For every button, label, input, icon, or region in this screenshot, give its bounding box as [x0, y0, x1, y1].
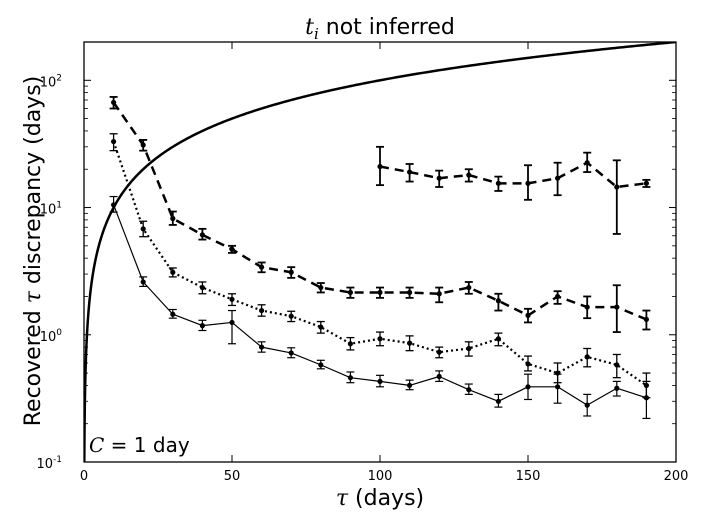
data-point: [199, 232, 205, 238]
data-point: [229, 296, 235, 302]
series-dashed: [109, 96, 651, 333]
data-layer: [84, 42, 676, 462]
data-point: [436, 373, 442, 380]
x-tick-label: 50: [224, 469, 241, 484]
y-axis-label: Recovered τ discrepancy (days): [21, 76, 46, 427]
series-solid: [109, 195, 651, 420]
data-point: [643, 316, 650, 323]
data-point: [318, 324, 324, 330]
x-tick-label: 200: [664, 469, 689, 484]
data-point: [377, 336, 383, 342]
data-point: [407, 340, 413, 346]
series-dashed-upper: [376, 145, 651, 235]
data-point: [140, 226, 146, 232]
reference-curve: [84, 42, 676, 462]
data-point: [614, 304, 620, 310]
data-point: [347, 289, 353, 296]
data-point: [436, 349, 442, 355]
data-point: [436, 291, 442, 297]
data-point: [584, 354, 590, 360]
data-point: [555, 175, 561, 181]
data-point: [347, 341, 353, 347]
series-dotted: [109, 133, 651, 399]
y-tick-label: 101: [40, 201, 62, 218]
data-point: [111, 99, 117, 106]
data-point: [525, 361, 531, 367]
data-point: [436, 175, 442, 181]
data-point: [614, 184, 620, 190]
data-point: [555, 384, 561, 390]
series-line: [379, 161, 647, 189]
y-tick-label: 102: [40, 73, 62, 90]
data-point: [347, 375, 353, 381]
data-point: [614, 385, 620, 391]
data-point: [525, 384, 531, 390]
data-point: [584, 304, 590, 310]
x-tick-label: 0: [80, 469, 88, 484]
data-point: [495, 336, 501, 342]
data-point: [643, 180, 650, 186]
data-point: [525, 180, 531, 186]
data-point: [111, 138, 117, 145]
data-point: [466, 387, 472, 393]
data-point: [170, 215, 176, 222]
data-point: [466, 345, 472, 352]
data-point: [377, 378, 383, 385]
data-point: [495, 180, 501, 186]
x-tick-label: 100: [368, 469, 393, 484]
data-point: [140, 142, 146, 148]
annotation-c: C = 1 day: [89, 433, 190, 457]
x-tick-label: 150: [516, 469, 541, 484]
data-point: [377, 163, 383, 170]
data-point: [377, 289, 383, 296]
data-point: [199, 323, 205, 329]
data-point: [288, 350, 294, 356]
y-tick-label: 100: [40, 328, 63, 345]
data-point: [584, 160, 590, 166]
data-point: [259, 307, 265, 314]
data-point: [288, 269, 294, 275]
data-point: [199, 284, 205, 291]
data-point: [407, 289, 413, 296]
data-point: [407, 382, 413, 388]
data-point: [495, 398, 501, 404]
data-point: [318, 284, 324, 291]
data-point: [318, 362, 324, 368]
data-point: [614, 362, 620, 368]
plot-area: [83, 41, 677, 463]
data-point: [643, 395, 650, 401]
axis-ticks: 0 50 100 150 200 10-1 100 101 102: [36, 41, 689, 484]
data-point: [259, 344, 265, 350]
x-axis-label: τ (days): [336, 486, 424, 511]
data-point: [525, 312, 531, 318]
data-point: [140, 279, 146, 285]
data-point: [555, 293, 561, 300]
data-point: [170, 311, 176, 317]
data-point: [466, 284, 472, 291]
data-point: [288, 313, 294, 319]
data-point: [170, 269, 176, 275]
data-point: [229, 246, 235, 252]
data-point: [259, 264, 265, 270]
data-point: [584, 402, 590, 408]
chart-title: ti not inferred: [305, 15, 455, 43]
data-point: [111, 202, 117, 208]
data-point: [229, 319, 235, 326]
y-tick-label: 10-1: [36, 455, 62, 472]
data-point: [466, 172, 472, 178]
data-point: [407, 169, 413, 175]
data-point: [495, 298, 501, 304]
